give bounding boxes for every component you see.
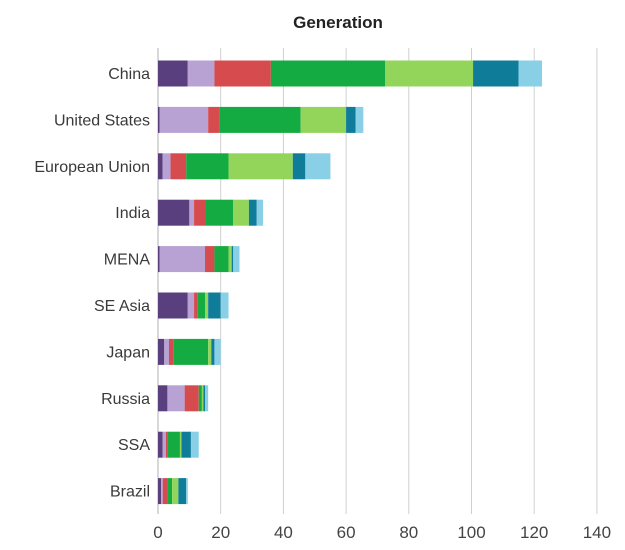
bar-segment-ssa-2 — [162, 431, 166, 458]
bar-segment-china-6 — [473, 60, 519, 87]
bar-segment-india-3 — [194, 199, 206, 226]
category-label-japan: Japan — [106, 344, 150, 361]
category-label-brazil: Brazil — [110, 484, 150, 501]
bar-segment-mena-6 — [231, 246, 234, 273]
bar-segment-brazil-4 — [167, 478, 173, 505]
bar-segment-united-states-6 — [346, 106, 356, 133]
x-tick-label-120: 120 — [520, 523, 548, 542]
bar-segment-european-union-2 — [162, 153, 171, 180]
bar-segment-united-states-3 — [208, 106, 220, 133]
bar-segment-ssa-3 — [165, 431, 168, 458]
category-label-united-states: United States — [54, 112, 150, 129]
category-label-russia: Russia — [101, 391, 150, 408]
bar-segment-japan-1 — [158, 338, 165, 365]
bars — [158, 60, 543, 505]
bar-segment-mena-1 — [158, 246, 160, 273]
chart-title: Generation — [293, 13, 383, 32]
bar-segment-india-5 — [233, 199, 249, 226]
category-label-mena: MENA — [104, 252, 151, 269]
bar-segment-united-states-2 — [159, 106, 209, 133]
bar-segment-japan-5 — [208, 338, 212, 365]
bar-segment-brazil-6 — [178, 478, 187, 505]
bar-segment-european-union-7 — [305, 153, 331, 180]
x-tick-label-100: 100 — [457, 523, 485, 542]
bar-segment-mena-5 — [228, 246, 232, 273]
bar-segment-india-2 — [189, 199, 195, 226]
bar-segment-india-7 — [256, 199, 264, 226]
bar-segment-china-4 — [270, 60, 386, 87]
bar-segment-china-3 — [214, 60, 271, 87]
bar-segment-china-1 — [158, 60, 188, 87]
bar-segment-china-2 — [187, 60, 215, 87]
bar-segment-brazil-2 — [161, 478, 163, 505]
bar-segment-european-union-6 — [292, 153, 306, 180]
category-label-european-union: European Union — [34, 159, 150, 176]
bar-segment-ssa-4 — [167, 431, 180, 458]
bar-segment-japan-2 — [164, 338, 169, 365]
x-tick-label-60: 60 — [337, 523, 356, 542]
bar-segment-united-states-1 — [158, 106, 160, 133]
bar-segment-japan-3 — [168, 338, 174, 365]
bar-segment-russia-6 — [203, 385, 206, 412]
bar-segment-se-asia-6 — [208, 292, 221, 319]
bar-segment-india-6 — [248, 199, 257, 226]
bar-segment-united-states-4 — [219, 106, 301, 133]
bar-segment-japan-4 — [173, 338, 209, 365]
bar-segment-china-7 — [518, 60, 543, 87]
bar-segment-japan-7 — [214, 338, 221, 365]
category-label-china: China — [108, 66, 150, 83]
x-tick-label-20: 20 — [211, 523, 230, 542]
bar-segment-european-union-4 — [186, 153, 229, 180]
bar-segment-se-asia-5 — [205, 292, 209, 319]
bar-segment-russia-1 — [158, 385, 168, 412]
bar-segment-ssa-1 — [158, 431, 163, 458]
bar-segment-russia-3 — [184, 385, 199, 412]
bar-segment-ssa-6 — [181, 431, 191, 458]
bar-segment-mena-3 — [205, 246, 215, 273]
bar-segment-mena-2 — [159, 246, 206, 273]
bar-segment-se-asia-3 — [194, 292, 198, 319]
bar-segment-mena-4 — [214, 246, 229, 273]
category-label-se-asia: SE Asia — [94, 298, 150, 315]
bar-segment-ssa-5 — [179, 431, 182, 458]
bar-segment-se-asia-4 — [197, 292, 206, 319]
bar-segment-russia-5 — [201, 385, 204, 412]
bar-segment-brazil-1 — [158, 478, 162, 505]
bar-segment-india-1 — [158, 199, 190, 226]
bar-segment-mena-7 — [233, 246, 240, 273]
x-tick-label-140: 140 — [583, 523, 611, 542]
bar-segment-european-union-3 — [170, 153, 187, 180]
x-tick-label-80: 80 — [399, 523, 418, 542]
bar-segment-brazil-3 — [162, 478, 168, 505]
bar-segment-india-4 — [205, 199, 234, 226]
category-label-ssa: SSA — [118, 437, 150, 454]
bar-segment-russia-4 — [198, 385, 202, 412]
bar-segment-ssa-7 — [190, 431, 199, 458]
bar-segment-russia-2 — [167, 385, 185, 412]
category-labels: China United States European Union India MEN… — [34, 66, 150, 501]
bar-segment-japan-6 — [211, 338, 215, 365]
bar-segment-russia-7 — [205, 385, 209, 412]
bar-segment-european-union-5 — [228, 153, 293, 180]
bar-segment-se-asia-1 — [158, 292, 188, 319]
bar-segment-united-states-5 — [300, 106, 347, 133]
bar-segment-brazil-5 — [172, 478, 179, 505]
bar-segment-brazil-7 — [186, 478, 188, 505]
x-axis-ticks: 0 20 40 60 80 100 120 140 — [153, 523, 611, 542]
x-tick-label-0: 0 — [153, 523, 162, 542]
bar-segment-se-asia-2 — [187, 292, 195, 319]
x-tick-label-40: 40 — [274, 523, 293, 542]
bar-segment-se-asia-7 — [220, 292, 229, 319]
category-label-india: India — [115, 205, 150, 222]
bar-segment-china-5 — [385, 60, 474, 87]
bar-segment-united-states-7 — [355, 106, 364, 133]
bar-segment-european-union-1 — [158, 153, 163, 180]
